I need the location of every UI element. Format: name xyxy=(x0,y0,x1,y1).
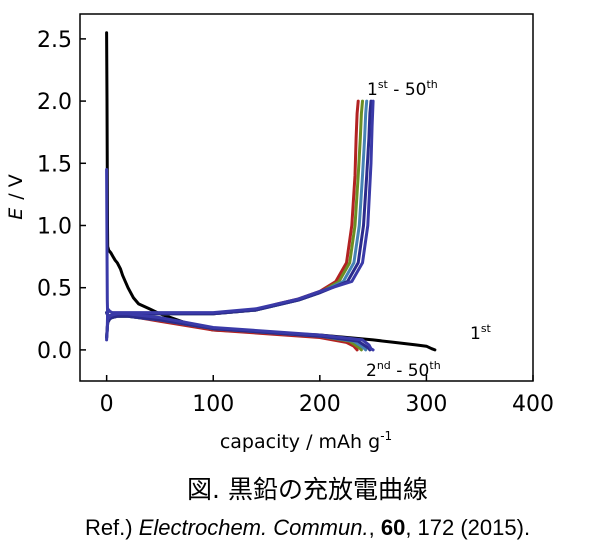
series-5-line-0 xyxy=(105,168,375,352)
x-axis-title: capacity / mAh g-1 xyxy=(220,429,392,453)
y-axis-ticks: 0.0 0.5 1.0 1.5 2.0 2.5 xyxy=(37,28,86,364)
y-tick-label-1: 0.5 xyxy=(37,277,72,302)
series-3-line-0 xyxy=(105,314,368,352)
series-5-line-1 xyxy=(105,99,375,342)
reference-line: Ref.) Electrochem. Commun., 60, 172 (201… xyxy=(0,515,615,541)
y-axis-title-symbol: E xyxy=(5,208,27,220)
annotation-charge-cycles: 1st - 50th xyxy=(367,78,438,100)
reference-volume: 60 xyxy=(380,515,406,540)
reference-separator: , xyxy=(368,515,381,540)
y-tick-label-5: 2.5 xyxy=(37,28,72,53)
y-tick-label-2: 1.0 xyxy=(37,214,72,239)
series-4-line-0 xyxy=(105,314,372,352)
x-tick-label-1: 100 xyxy=(192,392,234,417)
x-tick-label-4: 400 xyxy=(512,392,554,417)
annotation-later-cycles: 2nd - 50th xyxy=(366,359,441,381)
reference-rest: , 172 (2015). xyxy=(405,515,531,540)
y-axis-title: E / V xyxy=(5,174,27,219)
figure-caption: 図. 黒鉛の充放電曲線 xyxy=(187,475,428,504)
x-axis-ticks: 0 100 200 300 400 xyxy=(100,375,554,417)
x-axis-title-main: capacity / mAh g xyxy=(220,431,380,453)
series-layer xyxy=(105,31,437,352)
reference-prefix: Ref.) xyxy=(84,515,139,540)
reference-journal: Electrochem. Commun. xyxy=(138,515,369,540)
series-2-line-0 xyxy=(105,314,363,352)
y-axis-title-unit: / V xyxy=(5,174,27,199)
annotation-first-cycle: 1st xyxy=(470,322,492,344)
series-3-line-1 xyxy=(105,99,369,318)
x-tick-label-3: 300 xyxy=(405,392,447,417)
y-tick-label-0: 0.0 xyxy=(37,339,72,364)
x-axis-title-sup: -1 xyxy=(380,429,392,443)
plot-frame xyxy=(79,13,534,382)
series-1-line-0 xyxy=(105,314,359,352)
series-1-line-1 xyxy=(105,99,360,318)
y-tick-label-3: 1.5 xyxy=(37,152,72,177)
y-tick-label-4: 2.0 xyxy=(37,90,72,115)
x-tick-label-0: 0 xyxy=(100,392,114,417)
series-2-line-1 xyxy=(105,99,364,318)
x-tick-label-2: 200 xyxy=(299,392,341,417)
